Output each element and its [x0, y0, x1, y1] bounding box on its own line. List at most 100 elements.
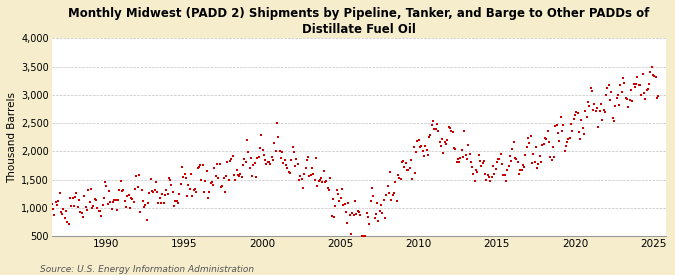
Point: [502, 167, 513, 172]
Point: [469, 178, 480, 183]
Point: [261, 161, 272, 166]
Point: [532, 166, 543, 171]
Point: [489, 171, 500, 176]
Point: [519, 165, 530, 169]
Point: [44, 212, 55, 216]
Point: [549, 154, 560, 159]
Point: [622, 97, 632, 101]
Point: [265, 161, 276, 166]
Point: [248, 163, 259, 167]
Point: [191, 190, 202, 194]
Point: [136, 188, 147, 192]
Point: [545, 155, 556, 160]
Point: [271, 120, 282, 125]
Point: [138, 198, 148, 203]
Point: [99, 196, 109, 200]
Point: [53, 199, 63, 203]
Point: [476, 164, 487, 169]
Point: [375, 203, 386, 208]
Point: [339, 202, 350, 207]
Point: [441, 141, 452, 146]
Point: [576, 118, 587, 122]
Point: [298, 186, 308, 190]
Point: [151, 180, 161, 185]
Point: [372, 201, 383, 205]
Point: [61, 209, 72, 213]
Point: [416, 144, 427, 148]
Point: [463, 143, 474, 148]
Point: [329, 215, 340, 219]
Point: [153, 201, 164, 205]
Point: [515, 168, 526, 172]
Point: [531, 145, 541, 149]
Point: [88, 204, 99, 208]
Point: [637, 72, 648, 76]
Point: [592, 106, 603, 110]
Point: [640, 97, 651, 101]
Point: [485, 179, 495, 183]
Point: [429, 127, 440, 131]
Point: [290, 164, 300, 168]
Point: [275, 156, 286, 160]
Point: [334, 198, 345, 203]
Point: [263, 160, 273, 164]
Point: [403, 168, 414, 172]
Point: [197, 163, 208, 167]
Point: [127, 197, 138, 201]
Point: [321, 178, 332, 183]
Point: [183, 183, 194, 188]
Point: [58, 207, 69, 212]
Point: [641, 88, 652, 92]
Point: [200, 178, 211, 183]
Point: [304, 174, 315, 178]
Point: [131, 174, 142, 178]
Point: [633, 83, 644, 87]
Point: [390, 180, 401, 184]
Point: [400, 161, 411, 166]
Point: [632, 75, 643, 79]
Point: [89, 197, 100, 201]
Point: [431, 122, 442, 126]
Point: [279, 158, 290, 163]
Point: [610, 104, 621, 108]
Point: [512, 160, 523, 164]
Point: [358, 234, 369, 238]
Point: [105, 199, 115, 204]
Point: [141, 218, 152, 222]
Point: [433, 129, 443, 133]
Point: [584, 104, 595, 109]
Point: [594, 109, 605, 114]
Point: [330, 204, 341, 208]
Point: [357, 234, 368, 238]
Point: [66, 204, 77, 208]
Point: [603, 82, 614, 87]
Point: [201, 169, 212, 174]
Point: [567, 129, 578, 133]
Point: [104, 189, 115, 193]
Point: [636, 92, 647, 97]
Point: [448, 130, 458, 134]
Point: [174, 192, 185, 196]
Point: [222, 160, 233, 164]
Point: [511, 157, 522, 161]
Point: [68, 204, 79, 208]
Point: [217, 184, 227, 188]
Point: [521, 145, 532, 150]
Point: [562, 139, 572, 144]
Point: [546, 158, 557, 162]
Point: [145, 177, 156, 181]
Point: [76, 211, 87, 216]
Point: [225, 159, 236, 164]
Point: [543, 140, 554, 145]
Point: [115, 179, 126, 183]
Point: [506, 159, 516, 163]
Point: [319, 168, 329, 173]
Point: [364, 221, 375, 226]
Point: [342, 221, 352, 225]
Point: [256, 133, 267, 138]
Point: [420, 144, 431, 148]
Point: [473, 153, 484, 157]
Point: [253, 155, 264, 159]
Point: [267, 157, 278, 162]
Point: [204, 190, 215, 195]
